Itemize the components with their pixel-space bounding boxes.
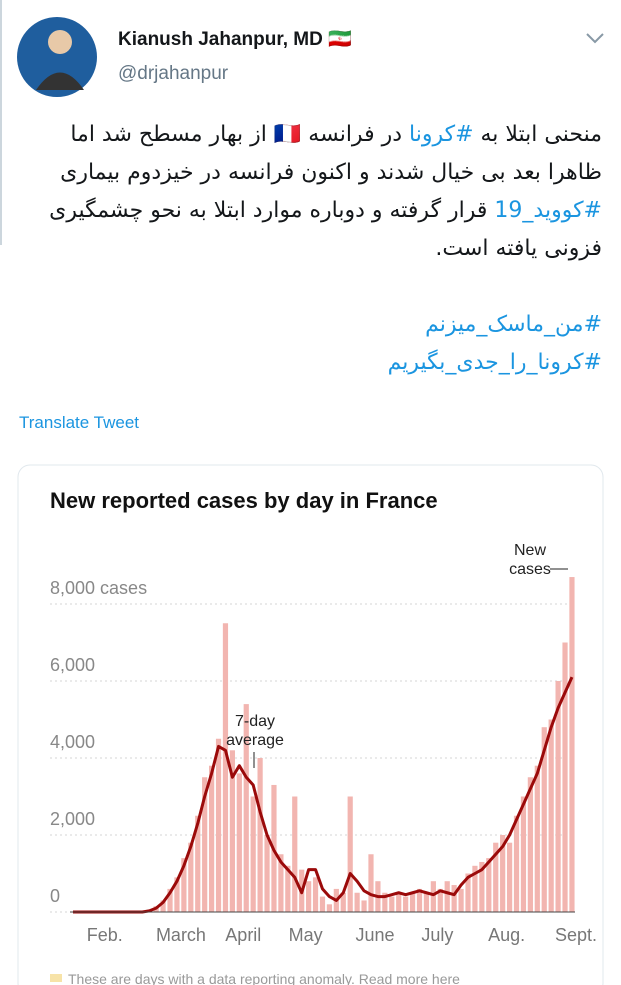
y-tick-label: 2,000 — [50, 809, 95, 829]
bar — [527, 777, 533, 912]
y-tick-label: 0 — [50, 886, 60, 906]
bar — [340, 892, 346, 912]
x-tick-label: April — [225, 925, 261, 945]
x-tick-label: July — [421, 925, 453, 945]
bar — [389, 896, 395, 912]
avatar-face — [48, 30, 72, 54]
bar — [181, 858, 187, 912]
bar — [506, 842, 513, 912]
bar — [312, 877, 319, 912]
avatar[interactable] — [17, 17, 97, 97]
hashtag[interactable]: #کووید_19 — [494, 198, 602, 223]
media-card[interactable] — [17, 464, 604, 985]
bar — [278, 854, 284, 912]
bar — [548, 719, 554, 912]
bar — [562, 642, 568, 912]
anomaly-key — [50, 974, 62, 982]
bar — [472, 865, 478, 912]
tweet-body: منحنی ابتلا به #کرونا در فرانسه 🇫🇷 از به… — [30, 116, 602, 382]
bar — [354, 892, 360, 912]
bar — [403, 896, 409, 912]
hashtag[interactable]: #من_ماسک_میزنم — [425, 312, 602, 337]
x-tick-label: Sept. — [555, 925, 597, 945]
bar — [520, 796, 527, 912]
bar — [319, 896, 326, 912]
line — [73, 676, 574, 914]
bar — [160, 900, 166, 912]
bar — [243, 704, 249, 912]
bar — [229, 750, 235, 912]
bar — [493, 842, 499, 912]
x-tick-label: Aug. — [488, 925, 525, 945]
bar — [541, 727, 547, 912]
bar — [486, 858, 492, 912]
series-annotation: New cases — [509, 542, 551, 578]
bar — [292, 796, 298, 912]
bar — [430, 881, 436, 912]
bar — [215, 738, 222, 912]
bar — [306, 881, 312, 912]
x-tick-label: May — [289, 925, 323, 945]
y-tick-label: 8,000 cases — [50, 578, 147, 598]
bar — [222, 623, 229, 912]
x-tick-label: June — [355, 925, 394, 945]
y-tick-label: 6,000 — [50, 655, 95, 675]
bar — [409, 892, 416, 912]
x-tick-label: Feb. — [87, 925, 123, 945]
text: قرار گرفته و دوباره موارد ابتلا به نحو چ… — [49, 198, 602, 261]
bar — [396, 892, 402, 912]
bar — [555, 681, 561, 912]
bar — [361, 900, 367, 912]
text: در فرانسه 🇫🇷 از بهار مسطح شد اما ظاهرا ب… — [60, 122, 602, 185]
bar — [236, 773, 242, 912]
user-handle[interactable]: @drjahanpur — [118, 63, 229, 84]
bar — [285, 865, 291, 912]
avatar-body — [36, 72, 84, 90]
bar — [451, 885, 457, 912]
bar — [479, 861, 485, 912]
bar — [437, 888, 443, 912]
bar — [368, 854, 374, 912]
bar — [416, 888, 423, 912]
footnote: These are days with a data reporting ano… — [68, 971, 460, 985]
hashtags: #من_ماسک_میزنم #کرونا_را_جدی_بگیریم — [30, 306, 602, 382]
bar — [423, 892, 430, 912]
translate-link[interactable]: Translate Tweet — [19, 413, 140, 432]
bar — [174, 877, 180, 912]
bar — [513, 815, 520, 912]
bar — [347, 796, 353, 912]
bar — [264, 835, 270, 912]
bar — [569, 577, 575, 912]
menu-chevron[interactable] — [586, 33, 604, 44]
user-name[interactable]: Kianush Jahanpur, MD 🇮🇷 — [118, 29, 352, 50]
hashtag[interactable]: #کرونا_را_جدی_بگیریم — [387, 350, 602, 375]
bar — [209, 765, 215, 912]
bar — [195, 815, 201, 912]
bar — [458, 888, 464, 912]
bar — [250, 796, 256, 912]
hashtag[interactable]: #کرونا — [409, 122, 474, 147]
bar — [444, 881, 450, 912]
bar — [257, 758, 263, 912]
bar — [534, 765, 540, 912]
bar — [188, 842, 194, 912]
chart-title: New reported cases by day in France — [50, 488, 438, 513]
bar — [202, 777, 208, 912]
bar — [500, 835, 506, 912]
bar — [326, 904, 333, 912]
bar — [382, 892, 388, 912]
y-tick-label: 4,000 — [50, 732, 95, 752]
series-annotation: 7-day average — [226, 713, 284, 749]
x-tick-label: March — [156, 925, 206, 945]
bar — [167, 888, 173, 912]
text: منحنی ابتلا به — [473, 122, 602, 147]
bar — [465, 873, 471, 912]
